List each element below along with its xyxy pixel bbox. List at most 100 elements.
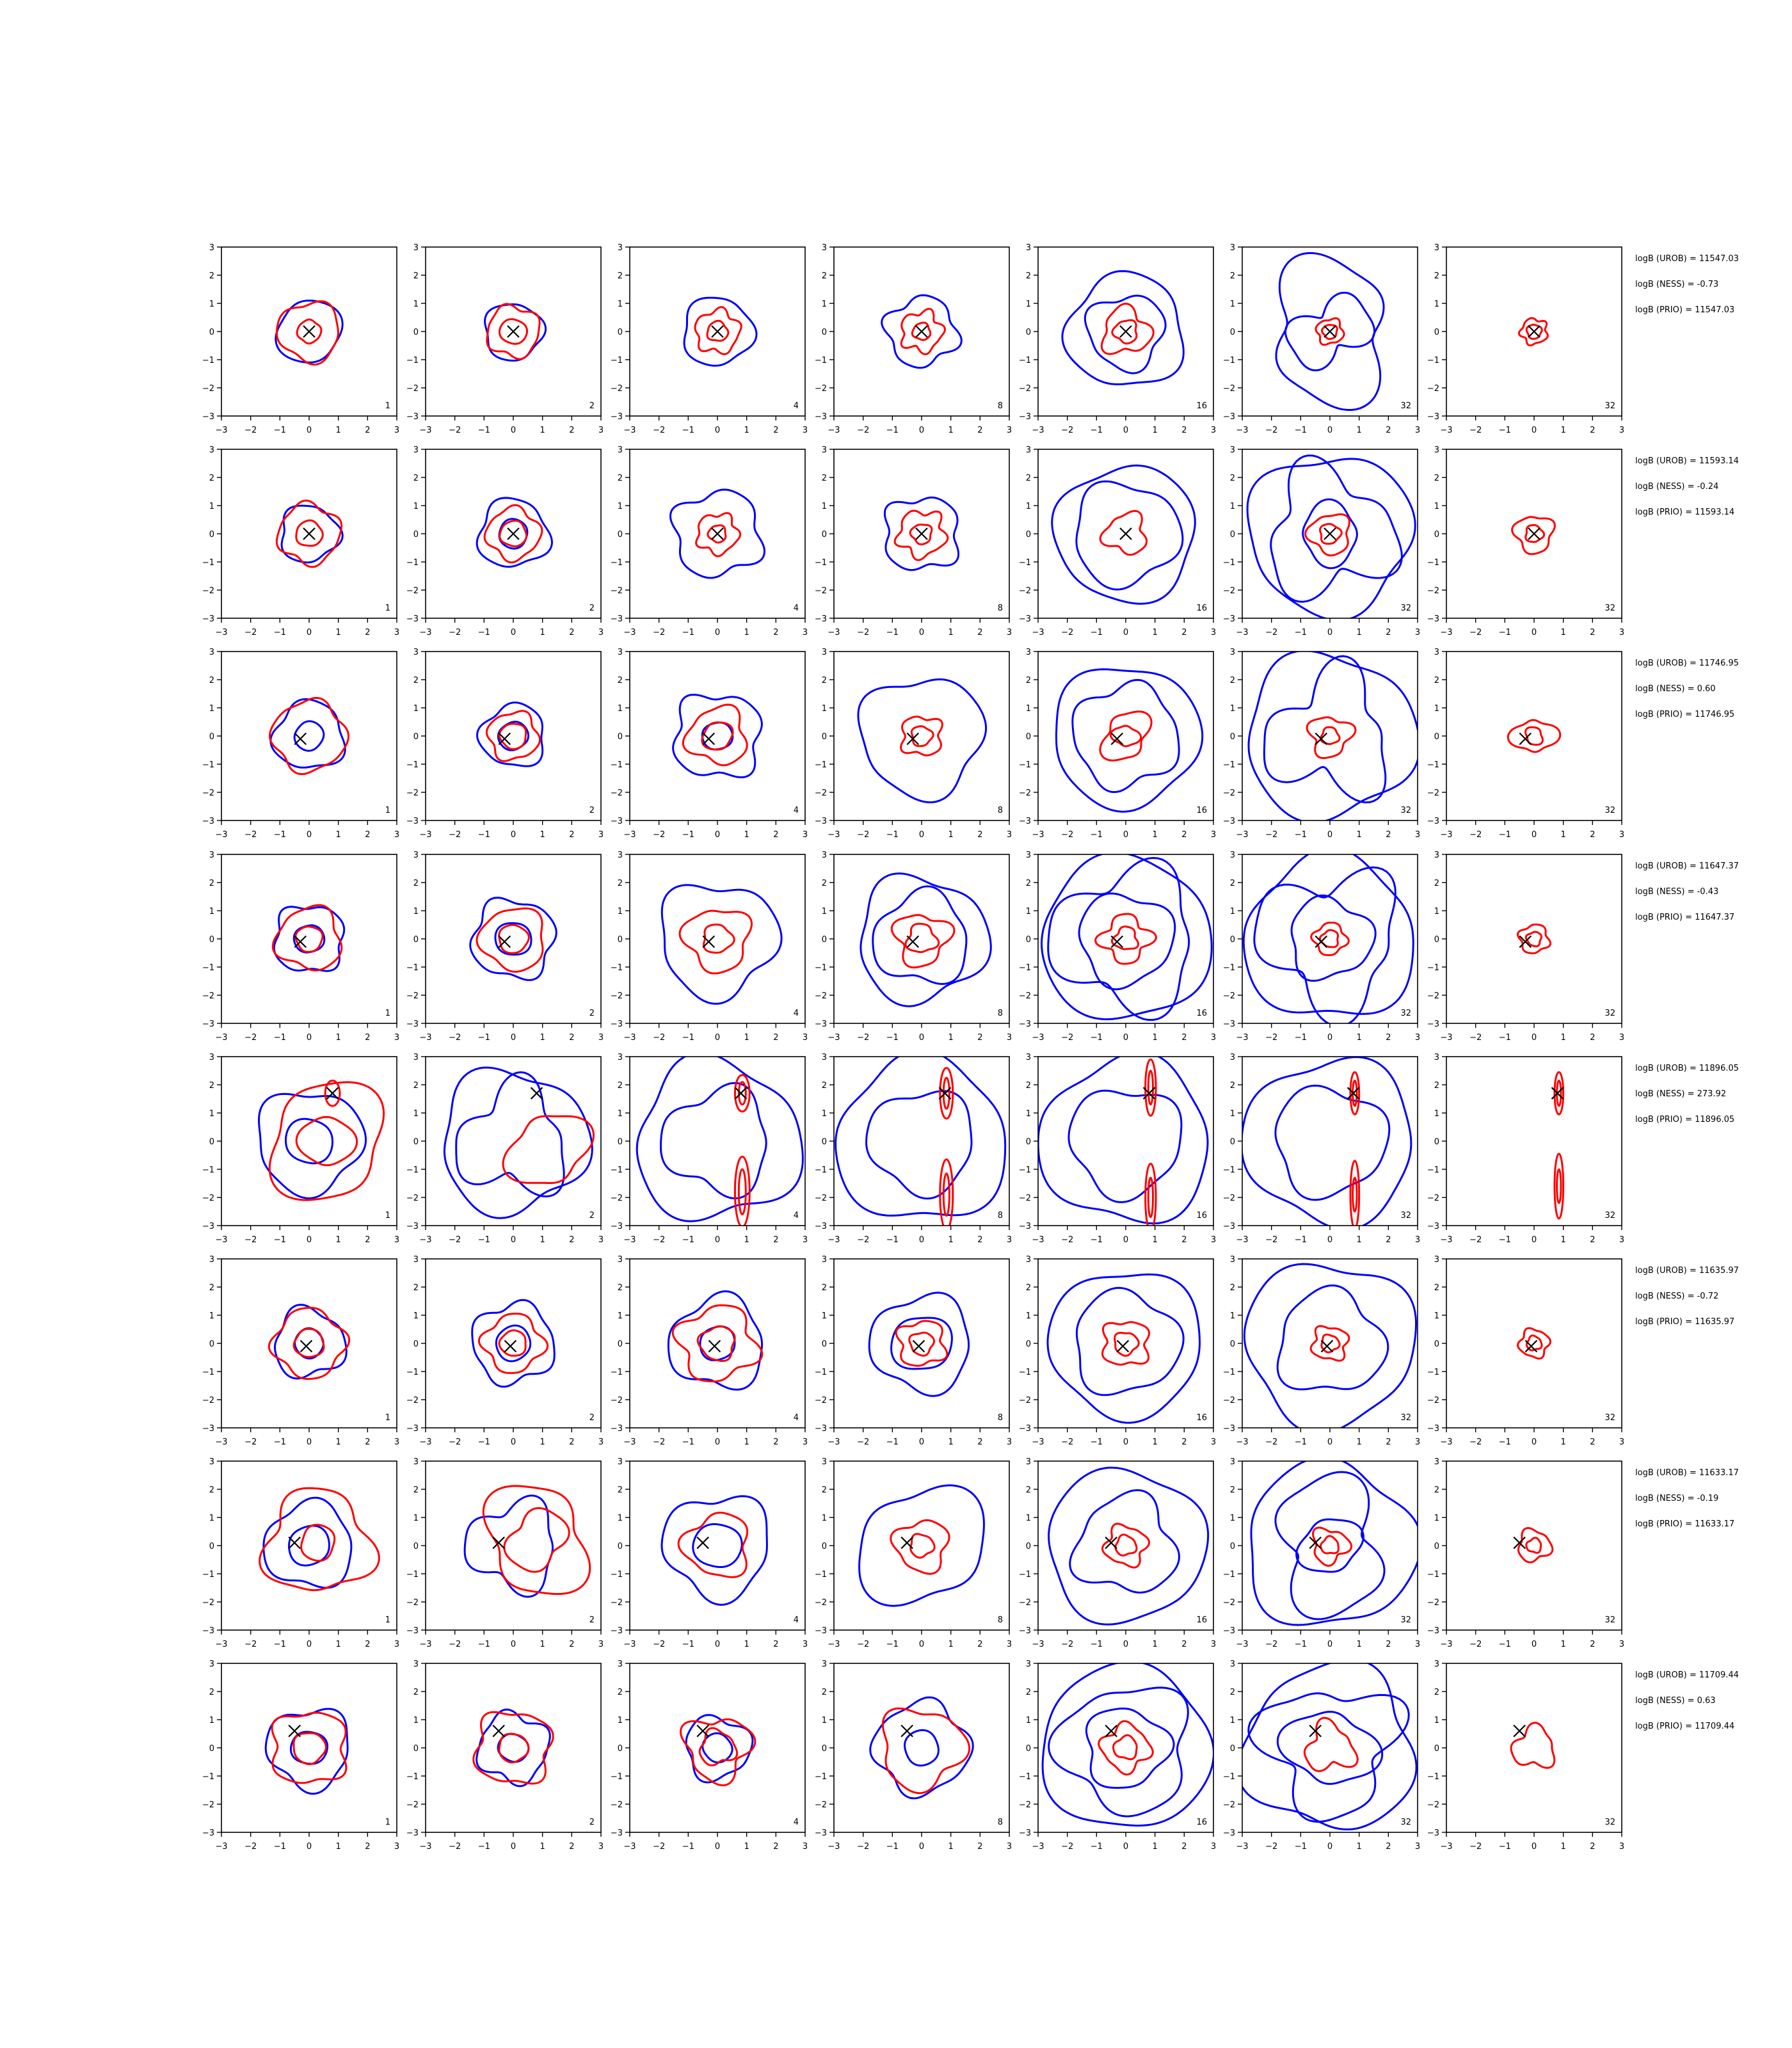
x-tick-label: 3: [803, 1033, 808, 1043]
red-contour: [1110, 925, 1140, 950]
x-tick-label: −1: [478, 1033, 490, 1043]
y-tick-label: 2: [413, 474, 419, 483]
x-tick-label: 1: [948, 1033, 954, 1043]
blue-contour: [273, 1304, 348, 1380]
y-tick-label: −2: [1223, 1194, 1235, 1203]
x-tick-label: 3: [598, 426, 604, 435]
x-tick-label: −1: [274, 1640, 286, 1649]
y-tick-label: 0: [1026, 328, 1031, 337]
x-tick-label: 2: [365, 1640, 370, 1649]
x-tick-label: −1: [478, 426, 490, 435]
red-contour: [1525, 1537, 1542, 1554]
x-tick-label: 0: [715, 1640, 720, 1649]
x-tick-label: −1: [1295, 1235, 1307, 1245]
x-tick-label: 0: [307, 1842, 312, 1852]
x-tick-label: −1: [478, 1437, 490, 1447]
blue-contour: [455, 1071, 565, 1198]
x-tick-label: −1: [1295, 1033, 1307, 1043]
x-tick-label: −2: [1265, 1842, 1277, 1852]
x-tick-label: 3: [1619, 628, 1624, 637]
red-contour: [271, 1711, 348, 1784]
y-tick-label: 2: [413, 1081, 419, 1091]
y-tick-label: 2: [1230, 676, 1235, 685]
x-tick-label: −1: [274, 1437, 286, 1447]
x-tick-label: 1: [1153, 426, 1158, 435]
x-tick-label: −1: [886, 628, 899, 637]
x-tick-label: −1: [886, 830, 899, 840]
marker-x: [1119, 325, 1132, 338]
subplot-r5-c1: −3−3 −2 −2 −1 −1 0 0 1 1 2 2 3 3 1: [202, 1053, 399, 1245]
marker-x: [1513, 1536, 1526, 1549]
x-tick-label: 2: [365, 1235, 370, 1245]
y-tick-label: −2: [406, 1194, 419, 1203]
x-tick-label: 3: [1211, 1640, 1216, 1649]
y-tick-label: −3: [202, 817, 214, 826]
y-tick-label: 3: [209, 851, 214, 860]
marker-x: [734, 1087, 748, 1100]
blue-contour: [672, 693, 763, 779]
plot-area: [1516, 1327, 1552, 1360]
blue-contour: [669, 488, 766, 579]
y-tick-label: 2: [1026, 1688, 1031, 1697]
red-contour: [1094, 913, 1157, 965]
red-contour: [1306, 716, 1357, 759]
x-tick-label: 0: [1532, 1640, 1537, 1649]
y-tick-label: 0: [209, 1340, 214, 1349]
plot-area: [1242, 1663, 1418, 1831]
blue-contour: [683, 296, 758, 367]
x-tick-label: 0: [307, 1640, 312, 1649]
y-tick-label: −2: [1427, 788, 1439, 798]
red-contour: [1525, 1334, 1543, 1352]
x-tick-label: −3: [1236, 628, 1248, 637]
panel-label: 32: [1400, 806, 1411, 815]
plot-area: [869, 1696, 974, 1800]
y-tick-label: 3: [209, 243, 214, 253]
x-tick-label: 3: [1415, 426, 1420, 435]
red-contour: [910, 725, 934, 748]
subplot-r3-c6: −3−3 −2 −2 −1 −1 0 0 1 1 2 2 3 3 32: [1223, 648, 1420, 840]
stats-text: logB (PRIO) = 11635.97: [1635, 1317, 1734, 1327]
x-tick-label: 3: [1415, 1842, 1420, 1852]
y-tick-label: −1: [1427, 356, 1439, 365]
x-tick-label: −2: [857, 426, 869, 435]
x-tick-label: 0: [307, 1235, 312, 1245]
x-tick-label: −3: [1440, 1033, 1452, 1043]
plot-area: [1048, 1466, 1210, 1626]
y-tick-label: −1: [1427, 1368, 1439, 1377]
x-tick-label: 3: [394, 1640, 399, 1649]
y-tick-label: −2: [406, 1396, 419, 1405]
x-tick-label: 3: [1007, 1235, 1012, 1245]
x-tick-label: 2: [1590, 1640, 1595, 1649]
panel-label: 16: [1196, 1009, 1207, 1018]
axes-frame: [629, 1663, 806, 1833]
y-tick-label: 2: [618, 879, 623, 888]
stats-text: logB (PRIO) = 11647.37: [1635, 913, 1734, 922]
x-tick-label: 1: [948, 1842, 954, 1852]
y-tick-label: −2: [202, 1396, 214, 1405]
panel-label: 32: [1604, 1615, 1615, 1625]
x-tick-label: 3: [394, 830, 399, 840]
red-contour: [904, 922, 940, 954]
x-tick-label: 1: [1561, 830, 1566, 840]
marker-x: [507, 325, 520, 338]
marker-x: [1551, 1087, 1564, 1100]
y-tick-label: −2: [1223, 1800, 1235, 1810]
y-tick-label: 0: [413, 732, 419, 742]
y-tick-label: −1: [202, 760, 214, 770]
y-tick-label: −2: [1223, 384, 1235, 394]
x-tick-label: −2: [244, 1437, 257, 1447]
x-tick-label: 0: [1123, 830, 1128, 840]
y-tick-label: 2: [822, 1283, 827, 1293]
x-tick-label: −2: [449, 1033, 461, 1043]
y-tick-label: −2: [1223, 1396, 1235, 1405]
x-tick-label: 0: [1532, 1842, 1537, 1852]
y-tick-label: −1: [815, 1165, 827, 1175]
x-tick-label: 0: [715, 628, 720, 637]
y-tick-label: 1: [413, 1514, 419, 1523]
red-contour: [1320, 1333, 1341, 1354]
x-tick-label: 2: [1386, 1842, 1391, 1852]
x-tick-label: −1: [1499, 1437, 1511, 1447]
y-tick-label: 3: [209, 1457, 214, 1467]
axes-frame: [425, 1056, 602, 1226]
